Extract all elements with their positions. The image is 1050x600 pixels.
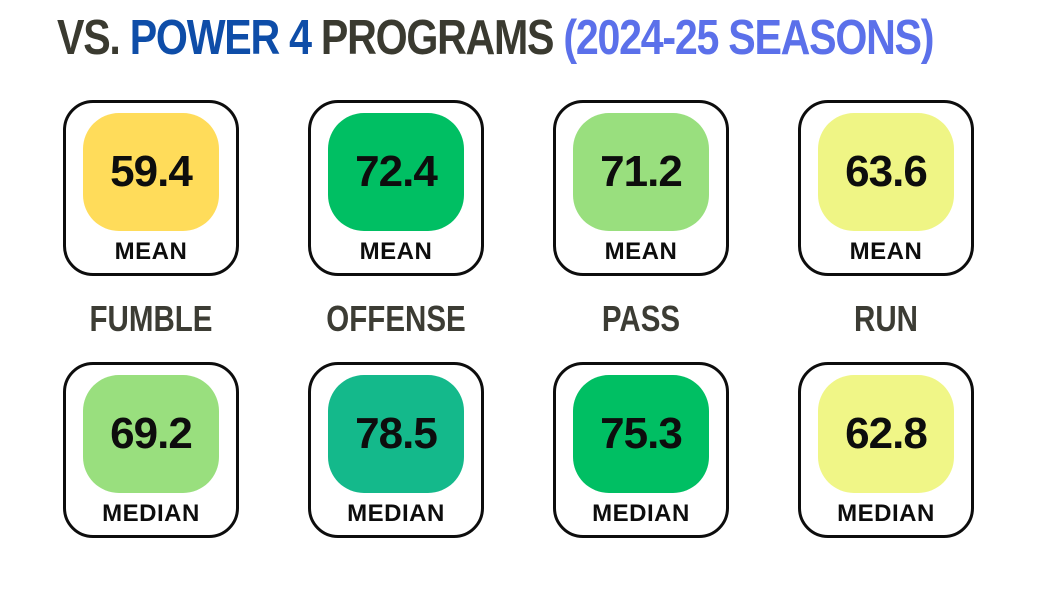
- run-mean-card: 63.6 MEAN: [798, 100, 974, 276]
- pass-median-value-box: 75.3: [573, 375, 709, 493]
- offense-mean-value: 72.4: [355, 147, 438, 196]
- fumble-median-value-box: 69.2: [83, 375, 219, 493]
- stat-column-pass: 71.2 MEAN PASS 75.3 MEDIAN: [553, 100, 729, 540]
- fumble-median-card: 69.2 MEDIAN: [63, 362, 239, 538]
- offense-mean-value-box: 72.4: [328, 113, 464, 231]
- run-median-value: 62.8: [845, 409, 928, 458]
- offense-mean-label: MEAN: [359, 238, 433, 265]
- fumble-median-label: MEDIAN: [102, 500, 200, 527]
- pass-mean-value-box: 71.2: [573, 113, 709, 231]
- run-median-value-box: 62.8: [818, 375, 954, 493]
- category-label-fumble: FUMBLE: [89, 298, 213, 339]
- title-vs: VS.: [57, 11, 130, 65]
- stat-column-fumble: 59.4 MEAN FUMBLE 69.2 MEDIAN: [63, 100, 239, 540]
- fumble-mean-value: 59.4: [110, 147, 193, 196]
- title-programs: PROGRAMS: [310, 11, 564, 65]
- title-power4: POWER 4: [129, 11, 312, 65]
- category-label-pass: PASS: [601, 298, 681, 339]
- pass-median-label: MEDIAN: [592, 500, 690, 527]
- run-median-label: MEDIAN: [837, 500, 935, 527]
- pass-median-value: 75.3: [600, 409, 683, 458]
- run-mean-label: MEAN: [849, 238, 923, 265]
- fumble-median-value: 69.2: [110, 409, 193, 458]
- fumble-mean-label: MEAN: [114, 238, 188, 265]
- fumble-mean-card: 59.4 MEAN: [63, 100, 239, 276]
- offense-median-value: 78.5: [355, 409, 438, 458]
- pass-median-card: 75.3 MEDIAN: [553, 362, 729, 538]
- pass-mean-label: MEAN: [604, 238, 678, 265]
- title-seasons: (2024-25 SEASONS): [563, 11, 934, 65]
- category-label-offense: OFFENSE: [326, 298, 466, 339]
- stat-column-run: 63.6 MEAN RUN 62.8 MEDIAN: [798, 100, 974, 540]
- run-mean-value: 63.6: [845, 147, 928, 196]
- offense-mean-card: 72.4 MEAN: [308, 100, 484, 276]
- run-median-card: 62.8 MEDIAN: [798, 362, 974, 538]
- offense-median-card: 78.5 MEDIAN: [308, 362, 484, 538]
- category-label-run: RUN: [854, 298, 918, 339]
- fumble-mean-value-box: 59.4: [83, 113, 219, 231]
- stat-column-offense: 72.4 MEAN OFFENSE 78.5 MEDIAN: [308, 100, 484, 540]
- offense-median-value-box: 78.5: [328, 375, 464, 493]
- pass-mean-card: 71.2 MEAN: [553, 100, 729, 276]
- run-mean-value-box: 63.6: [818, 113, 954, 231]
- page-title: VS. POWER 4 PROGRAMS (2024-25 SEASONS): [57, 11, 934, 65]
- pass-mean-value: 71.2: [600, 147, 683, 196]
- offense-median-label: MEDIAN: [347, 500, 445, 527]
